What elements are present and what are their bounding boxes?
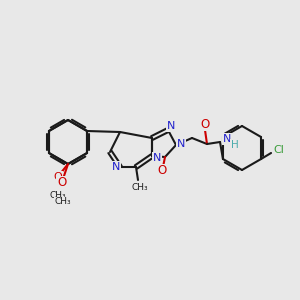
Text: CH₃: CH₃ — [55, 197, 71, 206]
Text: O: O — [54, 172, 62, 182]
Text: O: O — [57, 176, 67, 190]
Text: CH₃: CH₃ — [132, 182, 148, 191]
Text: N: N — [177, 139, 185, 149]
Text: H: H — [231, 140, 239, 150]
Text: N: N — [153, 153, 161, 163]
Text: N: N — [167, 121, 175, 131]
Text: O: O — [158, 164, 166, 178]
Text: O: O — [200, 118, 210, 130]
Text: N: N — [112, 162, 120, 172]
Text: N: N — [223, 134, 231, 144]
Text: Cl: Cl — [274, 145, 284, 155]
Text: CH₃: CH₃ — [50, 190, 66, 200]
